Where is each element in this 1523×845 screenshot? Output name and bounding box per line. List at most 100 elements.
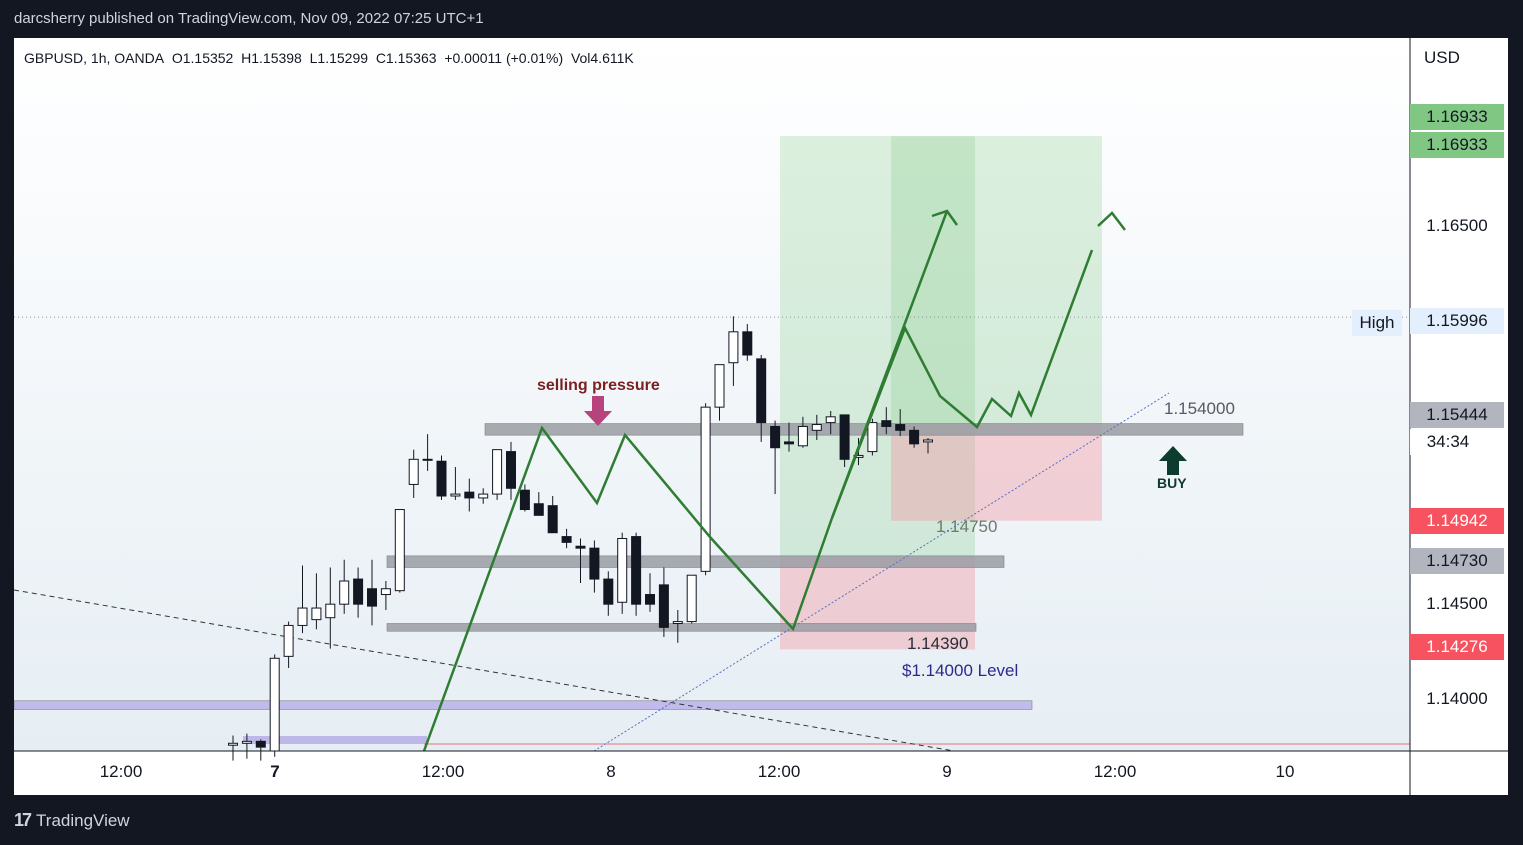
target-price-label-1: 1.16933 [1410, 104, 1504, 130]
candle-body [533, 503, 544, 516]
time-tick: 12:00 [99, 762, 143, 781]
candle-body [241, 740, 252, 744]
level-label-14000: $1.14000 Level [902, 661, 1019, 680]
legend-interval[interactable]: 1h [90, 50, 107, 66]
candle-body [742, 331, 753, 356]
candle-body [770, 425, 781, 449]
candle-body [672, 621, 683, 625]
time-tick: 12:00 [421, 762, 465, 781]
price-tick: 1.14500 [1426, 594, 1488, 613]
candle-body [464, 491, 475, 499]
legend-symbol[interactable]: GBPUSD [24, 50, 84, 66]
candle-body [881, 420, 892, 427]
candle-body [589, 547, 600, 580]
candle-body [255, 740, 266, 748]
time-tick: 12:00 [1093, 762, 1137, 781]
projection-arrowhead [931, 209, 959, 226]
stop-price-label-2: 1.14276 [1410, 634, 1504, 660]
candle-body [519, 489, 530, 511]
candle-body [631, 536, 642, 605]
chart-frame[interactable]: GBPUSD, 1h, OANDA O1.15352 H1.15398 L1.1… [14, 38, 1508, 795]
candle-body [506, 451, 516, 489]
candle-body [603, 578, 614, 605]
selling-pressure-label: selling pressure [537, 377, 660, 394]
tradingview-name: TradingView [36, 810, 130, 830]
zone-lower-level [243, 736, 427, 744]
time-tick: 12:00 [757, 762, 801, 781]
candle-body [408, 458, 419, 485]
downtrend-line [14, 589, 955, 752]
candle-body [339, 580, 350, 605]
currency-label[interactable]: USD [1424, 48, 1460, 67]
publisher-line: darcsherry published on TradingView.com,… [14, 10, 484, 27]
candle-body [492, 449, 503, 495]
plot-background [14, 38, 1410, 751]
candle-body [575, 545, 586, 549]
buy-label: BUY [1157, 475, 1187, 491]
target-price-label-2: 1.16933 [1410, 132, 1504, 158]
candle-body [283, 624, 294, 657]
candle-body [561, 536, 572, 543]
candle-body [547, 505, 558, 534]
legend-change: +0.00011 (+0.01%) [444, 50, 564, 66]
candle-body [909, 429, 920, 445]
stop-price-label-1: 1.14942 [1410, 508, 1504, 534]
chart-canvas[interactable] [14, 38, 1508, 795]
candle-body [923, 439, 933, 443]
candle-body [297, 607, 308, 626]
symbol-legend: GBPUSD, 1h, OANDA O1.15352 H1.15398 L1.1… [24, 50, 634, 66]
tradingview-branding[interactable]: 17 TradingView [14, 810, 130, 831]
level-label-14390: 1.14390 [907, 634, 969, 653]
candle-body [756, 358, 767, 424]
candle-body [645, 594, 655, 605]
legend-source: OANDA [114, 50, 165, 66]
bar-countdown: 34:34 [1410, 429, 1486, 455]
candle-body [380, 588, 391, 596]
projection-path-up [830, 210, 949, 519]
long-position-stop-zone [891, 424, 1102, 521]
legend-volume: Vol4.611K [570, 50, 634, 66]
high-tag: High [1352, 310, 1402, 336]
candle-body [686, 574, 697, 623]
candle-body [353, 578, 364, 605]
candle-body [658, 584, 669, 628]
time-tick: 10 [1275, 762, 1295, 781]
candle-body [450, 493, 461, 497]
entry-price-label-2: 1.14730 [1410, 548, 1504, 574]
time-tick: 9 [942, 762, 952, 781]
long-position-target-zone [780, 136, 975, 558]
zone-support-2 [386, 623, 977, 632]
time-tick: 7 [270, 762, 280, 781]
selling-pressure-arrow-icon [584, 396, 612, 426]
current-price-label: 1.15444 [1410, 402, 1504, 428]
candle-body [714, 364, 725, 408]
candle-body [797, 425, 808, 447]
zone-support-1 [386, 555, 1005, 568]
candle-body [422, 458, 433, 461]
long-position-target-zone [891, 136, 1102, 425]
level-label-14750: 1.14750 [936, 517, 998, 536]
candle-body [700, 406, 711, 572]
zone-level-1-14000 [14, 700, 1033, 710]
price-tick: 1.16500 [1426, 216, 1488, 235]
uptrend-line [593, 392, 1170, 752]
candle-body [311, 607, 322, 621]
legend-close: C1.15363 [375, 50, 437, 66]
candle-body [867, 422, 878, 453]
candle-body [436, 460, 447, 497]
tradingview-logo-icon: 17 [14, 810, 32, 830]
price-tick: 1.14000 [1426, 689, 1488, 708]
candle-body [784, 441, 794, 445]
candle-body [825, 416, 836, 424]
candle-body [728, 331, 739, 364]
candle-body [269, 657, 280, 752]
candle-body [228, 742, 238, 746]
candle-body [617, 538, 628, 603]
level-label-154: 1.154000 [1164, 399, 1235, 418]
candle-body [367, 588, 377, 607]
projection-path [422, 249, 1094, 752]
legend-low: L1.15299 [309, 50, 369, 66]
candle-body [478, 493, 489, 499]
candle-body [839, 414, 850, 460]
legend-high: H1.15398 [241, 50, 302, 66]
